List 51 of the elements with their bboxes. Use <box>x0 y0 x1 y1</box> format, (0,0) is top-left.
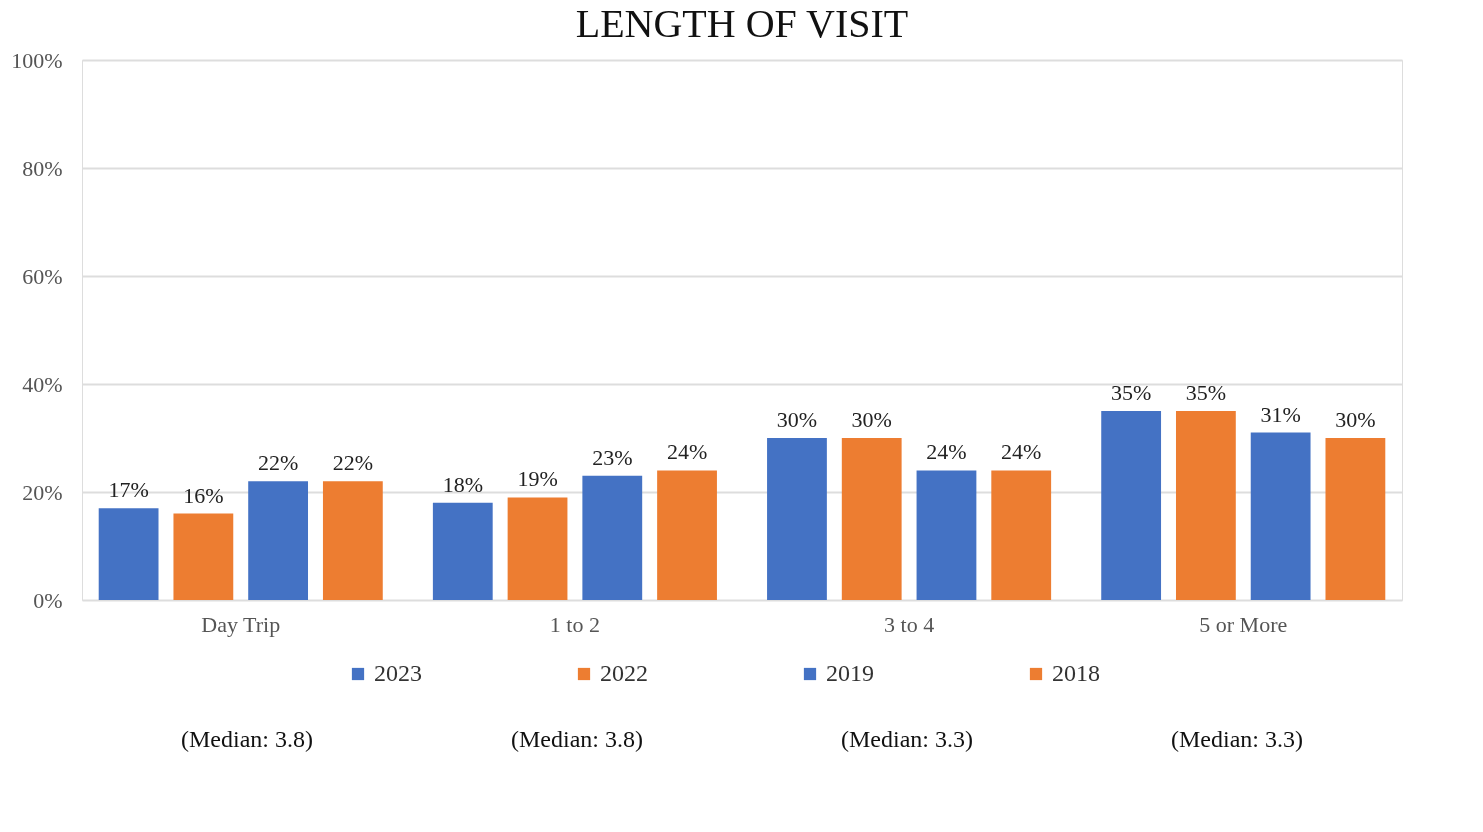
y-tick-label: 40% <box>22 371 63 397</box>
data-label: 24% <box>666 439 708 465</box>
data-label: 30% <box>1335 407 1376 432</box>
x-tick-label: Day Trip <box>201 611 281 637</box>
bar <box>98 508 159 600</box>
text: (Median: 3.8) <box>511 726 643 752</box>
data-label: 31% <box>1260 401 1301 427</box>
bar <box>767 438 827 600</box>
bar <box>1250 432 1311 600</box>
data-label: 16% <box>183 482 224 508</box>
data-label: 35% <box>1110 380 1152 405</box>
chart-title: LENGTH OF VISIT <box>575 1 909 46</box>
bar <box>991 470 1052 600</box>
data-label: 23% <box>592 444 633 470</box>
x-tick-label: 5 or More <box>1199 611 1288 637</box>
bar <box>173 513 234 600</box>
y-tick-label: 100% <box>11 47 63 73</box>
legend-label: 2018 <box>1052 660 1100 686</box>
legend-label: 2022 <box>600 660 648 686</box>
bar <box>582 475 643 600</box>
bar <box>916 470 977 600</box>
bar <box>322 481 383 600</box>
data-label: 18% <box>442 471 483 497</box>
y-tick-label: 60% <box>22 263 63 289</box>
x-tick-label: 1 to 2 <box>549 611 600 637</box>
bar <box>841 438 902 600</box>
bar <box>507 497 568 600</box>
bar <box>1175 411 1236 600</box>
x-tick-label: 3 to 4 <box>884 611 935 637</box>
data-label: 22% <box>332 450 374 476</box>
data-label: 24% <box>926 439 967 465</box>
bar <box>248 481 309 600</box>
text: (Median: 3.8) <box>181 726 313 752</box>
data-label: 35% <box>1185 380 1227 405</box>
legend-label: 2019 <box>826 660 874 686</box>
legend-label: 2023 <box>374 660 422 686</box>
data-label: 30% <box>851 407 892 432</box>
data-label: 22% <box>257 450 299 476</box>
y-tick-label: 20% <box>22 479 63 505</box>
y-tick-label: 0% <box>33 587 63 613</box>
text: (Median: 3.3) <box>841 726 973 752</box>
y-tick-label: 80% <box>22 155 63 181</box>
bar <box>657 470 717 600</box>
bar <box>432 502 493 600</box>
data-label: 19% <box>517 466 558 492</box>
bar <box>1325 438 1386 600</box>
data-label: 17% <box>108 477 149 503</box>
text: (Median: 3.3) <box>1171 726 1303 752</box>
bar <box>1101 411 1162 600</box>
data-label: 24% <box>1001 439 1042 465</box>
data-label: 30% <box>776 407 818 432</box>
